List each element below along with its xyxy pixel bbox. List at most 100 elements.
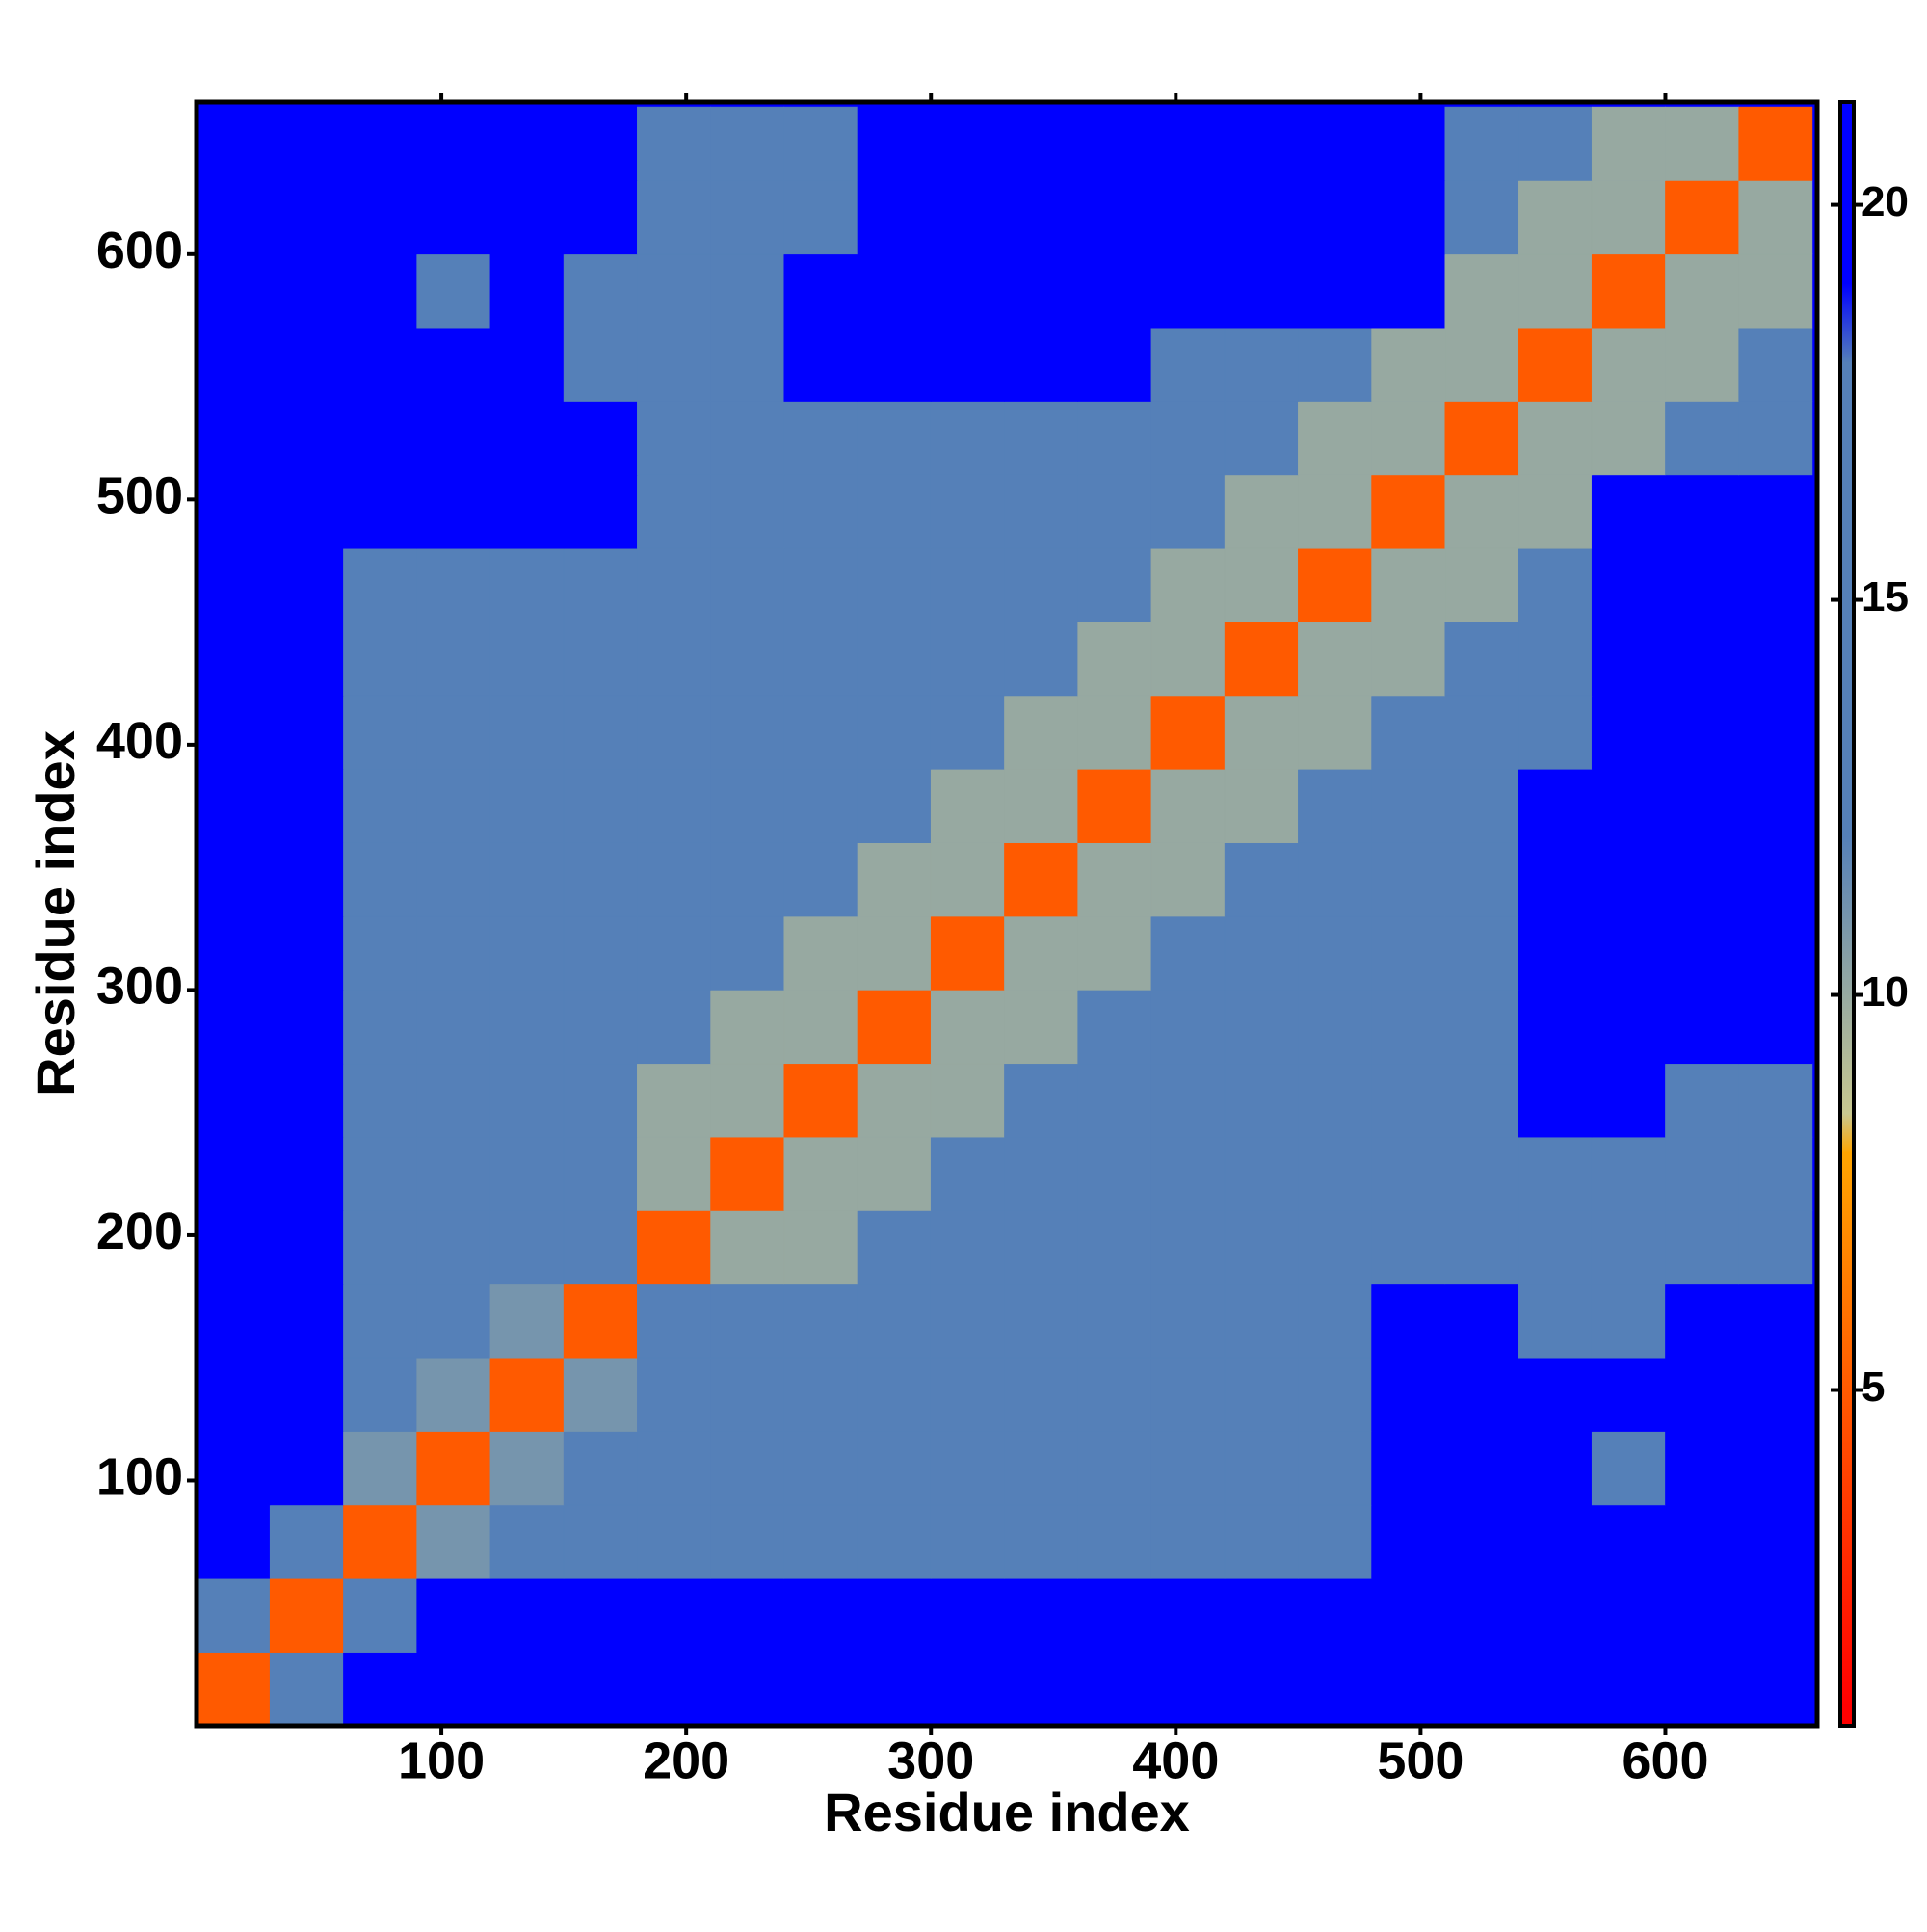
heatmap-cell (1224, 401, 1299, 476)
heatmap-cell (1518, 547, 1593, 622)
heatmap-cell (269, 1284, 344, 1359)
heatmap-cell (1444, 1063, 1519, 1138)
heatmap-cell (857, 695, 932, 770)
heatmap-cell (563, 253, 638, 329)
heatmap-cell (637, 327, 711, 402)
heatmap-cell (1004, 1284, 1078, 1359)
heatmap-cell (489, 180, 565, 255)
heatmap-cell (1738, 1652, 1813, 1727)
heatmap-cell (710, 106, 785, 181)
heatmap-cell (1665, 842, 1739, 917)
heatmap-cell (637, 180, 711, 255)
heatmap-cell (710, 1136, 785, 1211)
heatmap-cell (563, 1063, 638, 1138)
heatmap-cell (1150, 915, 1226, 991)
heatmap-cell (783, 1284, 858, 1359)
heatmap-cell (637, 106, 711, 181)
heatmap-cell (416, 695, 491, 770)
heatmap-cell (1591, 474, 1666, 549)
heatmap-cell (710, 401, 785, 476)
heatmap-cell (637, 1210, 711, 1285)
heatmap-cell (930, 1357, 1005, 1432)
heatmap-cell (1518, 180, 1593, 255)
heatmap-cell (1004, 1357, 1078, 1432)
heatmap-cell (1518, 1652, 1593, 1727)
heatmap-cell (1224, 1431, 1299, 1506)
heatmap-cell (710, 1210, 785, 1285)
heatmap-cell (196, 401, 271, 476)
heatmap-cell (269, 842, 344, 917)
heatmap-cell (489, 915, 565, 991)
heatmap-cell (343, 769, 417, 843)
heatmap-cell (269, 695, 344, 770)
heatmap-cell (416, 622, 491, 697)
heatmap-cell (1738, 253, 1813, 329)
heatmap-cell (1518, 106, 1593, 181)
heatmap-cell (637, 915, 711, 991)
heatmap-cell (930, 474, 1005, 549)
heatmap-cell (416, 1577, 491, 1653)
heatmap-cell (416, 1284, 491, 1359)
heatmap-cell (1150, 1504, 1226, 1579)
heatmap-cell (563, 547, 638, 622)
heatmap-cell (563, 106, 638, 181)
heatmap-cell (857, 547, 932, 622)
heatmap-cell (1371, 695, 1446, 770)
heatmap-cell (343, 695, 417, 770)
heatmap-cell (1665, 990, 1739, 1065)
heatmap-cell (416, 1357, 491, 1432)
heatmap-cell (1518, 401, 1593, 476)
heatmap-cell (1150, 695, 1226, 770)
heatmap-cell (1591, 1284, 1666, 1359)
y-tick-label: 400 (96, 712, 183, 770)
heatmap-cell (1298, 622, 1372, 697)
heatmap-cell (1077, 474, 1152, 549)
heatmap-cell (1224, 327, 1299, 402)
heatmap-cell (1665, 1577, 1739, 1653)
heatmap-cell (1004, 253, 1078, 329)
heatmap-cell (1738, 915, 1813, 991)
heatmap-cell (1444, 1284, 1519, 1359)
heatmap-cell (783, 474, 858, 549)
heatmap-cell (1591, 1577, 1666, 1653)
heatmap-cell (783, 1577, 858, 1653)
heatmap-cell (1371, 769, 1446, 843)
heatmap-cell (1444, 695, 1519, 770)
heatmap-cell (1077, 915, 1152, 991)
heatmap-cell (710, 1577, 785, 1653)
heatmap-cell (1518, 915, 1593, 991)
heatmap-cell (489, 106, 565, 181)
heatmap-cell (1077, 1577, 1152, 1653)
heatmap-cell (1150, 1063, 1226, 1138)
heatmap-cell (1444, 1652, 1519, 1727)
heatmap-cell (1591, 106, 1666, 181)
heatmap-cell (1077, 327, 1152, 402)
heatmap-cell (269, 915, 344, 991)
heatmap-cell (637, 1063, 711, 1138)
heatmap-cell (857, 1063, 932, 1138)
heatmap-cell (1738, 1577, 1813, 1653)
heatmap-cell (269, 401, 344, 476)
heatmap-cell (1298, 401, 1372, 476)
heatmap-cell (857, 842, 932, 917)
heatmap-cell (1665, 180, 1739, 255)
heatmap-cell (1298, 1357, 1372, 1432)
heatmap-cell (1224, 474, 1299, 549)
heatmap-cell (1150, 1136, 1226, 1211)
heatmap-cell (857, 622, 932, 697)
heatmap-cell (1371, 915, 1446, 991)
heatmap-cell (930, 180, 1005, 255)
heatmap-cell (1591, 180, 1666, 255)
heatmap-cell (563, 1504, 638, 1579)
heatmap-cell (1150, 327, 1226, 402)
heatmap-cell (1591, 1357, 1666, 1432)
heatmap-cell (343, 1063, 417, 1138)
heatmap-cell (489, 1577, 565, 1653)
heatmap-cell (1591, 1431, 1666, 1506)
heatmap-cell (710, 474, 785, 549)
heatmap-cell (1077, 253, 1152, 329)
heatmap-cell (710, 990, 785, 1065)
heatmap-cell (1518, 1136, 1593, 1211)
heatmap-cell (1298, 1431, 1372, 1506)
heatmap-cell (1665, 474, 1739, 549)
